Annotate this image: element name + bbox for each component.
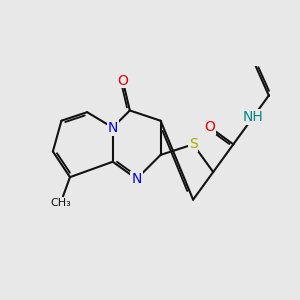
- Text: N: N: [107, 121, 118, 135]
- Text: S: S: [189, 137, 197, 152]
- Text: O: O: [117, 74, 128, 88]
- Text: CH₃: CH₃: [50, 198, 71, 208]
- Text: N: N: [131, 172, 142, 186]
- Text: O: O: [204, 120, 215, 134]
- Text: NH: NH: [243, 110, 264, 124]
